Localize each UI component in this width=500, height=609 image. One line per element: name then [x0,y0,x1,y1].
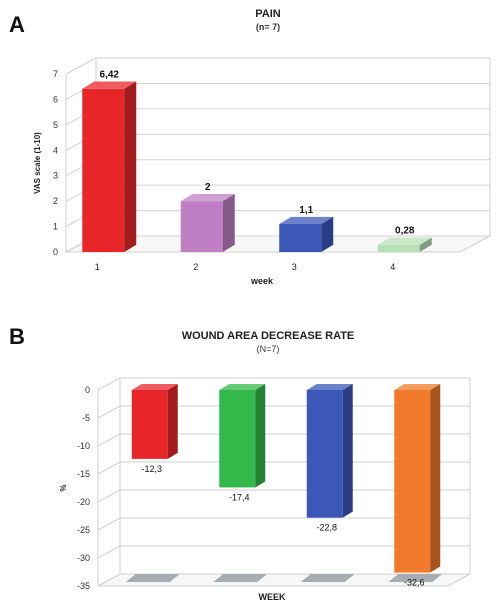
gridline [97,433,470,447]
x-tick-label: 4 [390,262,395,272]
bar-front-week-1 [82,88,125,253]
gridline [97,545,470,559]
y-tick-label: -35 [77,581,90,591]
y-tick-label: 6 [53,94,58,104]
bar-floor-shadow [300,574,355,582]
wound-chart-svg: 0 -5 -10 -15 -20 -25 -30 -35% -12,3 -17,4 -22,8 -32… [59,377,471,602]
bar-front-week-4 [377,244,420,252]
bar-front-week-3 [279,224,322,252]
bar-top-week-2 [219,384,266,390]
y-tick-label: 1 [53,222,58,232]
bar-floor-shadow [388,574,443,582]
bar-top-week-4 [394,384,441,390]
x-tick-label: 3 [292,262,297,272]
chart-back-wall [95,57,491,237]
gridline [97,377,470,391]
gridline [97,517,470,531]
bar-side-week-3 [321,216,334,252]
data-label: 6,42 [100,70,120,81]
x-tick-label: 2 [193,262,198,272]
gridline [65,57,490,75]
data-label: 2 [205,182,211,193]
y-tick-label: 5 [53,120,58,130]
x-tick-label: 1 [95,262,100,272]
chart-title-b: WOUND AREA DECREASE RATE [181,330,355,342]
y-tick-label: 3 [53,171,58,181]
y-tick-label: -20 [77,497,90,507]
y-tick-label: 4 [53,145,58,155]
y-tick-label: -15 [77,469,90,479]
bar-front-week-1 [131,390,168,459]
pain-chart-svg: 0 1 2 3 4 5 6 7 VAS scale (1-10) 6,42 1 2 2 1,1 3 0,28 4… [33,57,491,286]
y-tick-label: 0 [53,247,58,257]
chart-panel-a: A PAIN (n= 7) 0 1 2 3 4 5 6 7 VAS scale (1-10) 6,… [0,0,500,300]
y-tick-label: -30 [77,553,90,563]
chart-subtitle-b: (N=7) [256,344,280,354]
bar-side-week-3 [342,384,353,518]
bar-floor-shadow [213,574,268,582]
bar-top-week-1 [131,384,178,390]
chart-subtitle-a: (n= 7) [255,22,281,32]
y-tick-label: 0 [85,385,90,395]
bar-side-week-4 [430,384,441,573]
data-label: -22,8 [316,523,337,533]
gridline [97,405,470,419]
x-axis-title: WEEK [259,592,287,602]
bar-top-week-3 [306,384,353,390]
bar-top-week-4 [377,237,432,245]
y-tick-label: -5 [82,413,90,423]
gridline [97,461,470,475]
bar-side-week-1 [167,384,178,459]
y-tick-label: 7 [53,69,58,79]
y-axis-title: VAS scale (1-10) [33,132,42,194]
bar-side-week-4 [419,237,432,252]
y-tick-label: -10 [77,441,90,451]
y-axis-title: % [59,484,68,491]
bar-front-week-3 [306,390,343,518]
panel-label-a: A [9,12,25,37]
bar-top-week-1 [82,81,137,89]
bar-front-week-4 [394,390,431,573]
bar-front-week-2 [219,390,256,488]
data-label: -17,4 [229,492,250,502]
y-tick-label: 2 [53,196,58,206]
gridline [97,489,470,503]
bar-side-week-1 [124,81,137,252]
chart-title-a: PAIN [255,8,281,20]
bar-side-week-2 [255,384,266,488]
chart-panel-b: B WOUND AREA DECREASE RATE (N=7) 0 -5 -10 -… [0,300,500,609]
data-label: -12,3 [141,464,162,474]
bar-side-week-2 [222,193,235,252]
bar-top-week-2 [180,193,235,202]
panel-label-b: B [9,324,25,349]
data-label: -32,6 [404,578,425,588]
bar-floor-shadow [125,574,180,582]
bar-top-week-3 [279,216,334,225]
data-label: 0,28 [395,226,415,237]
y-tick-label: -25 [77,525,90,535]
data-label: 1,1 [299,205,313,216]
bar-front-week-2 [180,201,223,252]
x-axis-title: week [250,276,274,286]
